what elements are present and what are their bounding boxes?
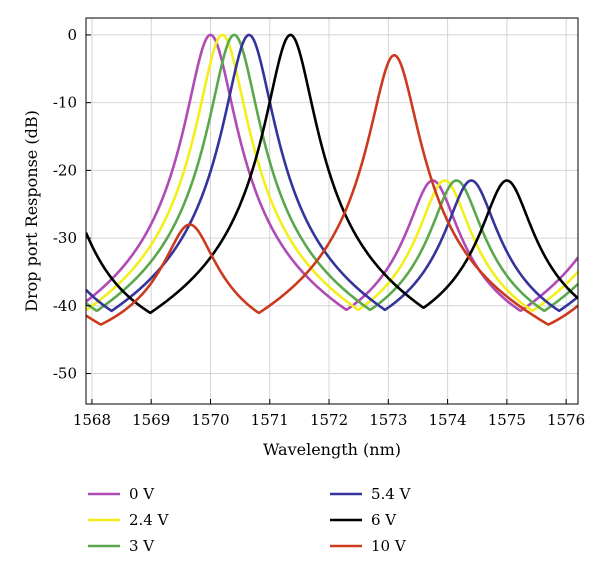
x-tick-label: 1575 <box>488 411 526 429</box>
series-line-6-v <box>86 33 578 315</box>
x-axis: 1568 1569 1570 1571 1572 1573 1574 1575 1576 <box>73 399 585 429</box>
legend-label: 0 V <box>129 485 155 503</box>
legend-item: 3 V <box>88 537 155 555</box>
y-tick-label: -30 <box>53 229 77 247</box>
x-axis-title: Wavelength (nm) <box>263 440 401 459</box>
x-tick-label: 1571 <box>251 411 289 429</box>
y-axis-title: Drop port Response (dB) <box>22 110 41 312</box>
legend-label: 2.4 V <box>129 511 170 529</box>
y-tick-label: 0 <box>67 26 77 44</box>
series-layer <box>86 33 578 326</box>
legend-label: 6 V <box>371 511 397 529</box>
legend-item: 10 V <box>330 537 407 555</box>
series-line-0-v <box>86 33 578 312</box>
legend-item: 2.4 V <box>88 511 170 529</box>
series-line-2-4-v <box>86 33 578 313</box>
y-tick-label: -40 <box>53 297 77 315</box>
x-tick-label: 1574 <box>428 411 466 429</box>
legend-item: 0 V <box>88 485 155 503</box>
y-axis: 0 -10 -20 -30 -40 -50 <box>53 26 91 383</box>
legend-label: 5.4 V <box>371 485 412 503</box>
x-tick-label: 1573 <box>369 411 407 429</box>
legend-label: 3 V <box>129 537 155 555</box>
y-tick-label: -20 <box>53 161 77 179</box>
x-tick-label: 1572 <box>310 411 348 429</box>
legend: 0 V 2.4 V 3 V 5.4 V 6 V 10 V <box>88 485 412 555</box>
legend-item: 6 V <box>330 511 397 529</box>
x-tick-label: 1569 <box>132 411 170 429</box>
x-tick-label: 1568 <box>73 411 111 429</box>
series-line-3-v <box>86 33 578 312</box>
x-tick-label: 1570 <box>191 411 229 429</box>
y-tick-label: -10 <box>53 94 77 112</box>
series-line-5-4-v <box>86 33 578 313</box>
plot-frame <box>85 17 579 405</box>
legend-item: 5.4 V <box>330 485 412 503</box>
series-line-10-v <box>86 53 578 326</box>
plot-background <box>86 18 578 404</box>
y-tick-label: -50 <box>53 365 77 383</box>
x-tick-label: 1576 <box>547 411 585 429</box>
legend-label: 10 V <box>371 537 407 555</box>
